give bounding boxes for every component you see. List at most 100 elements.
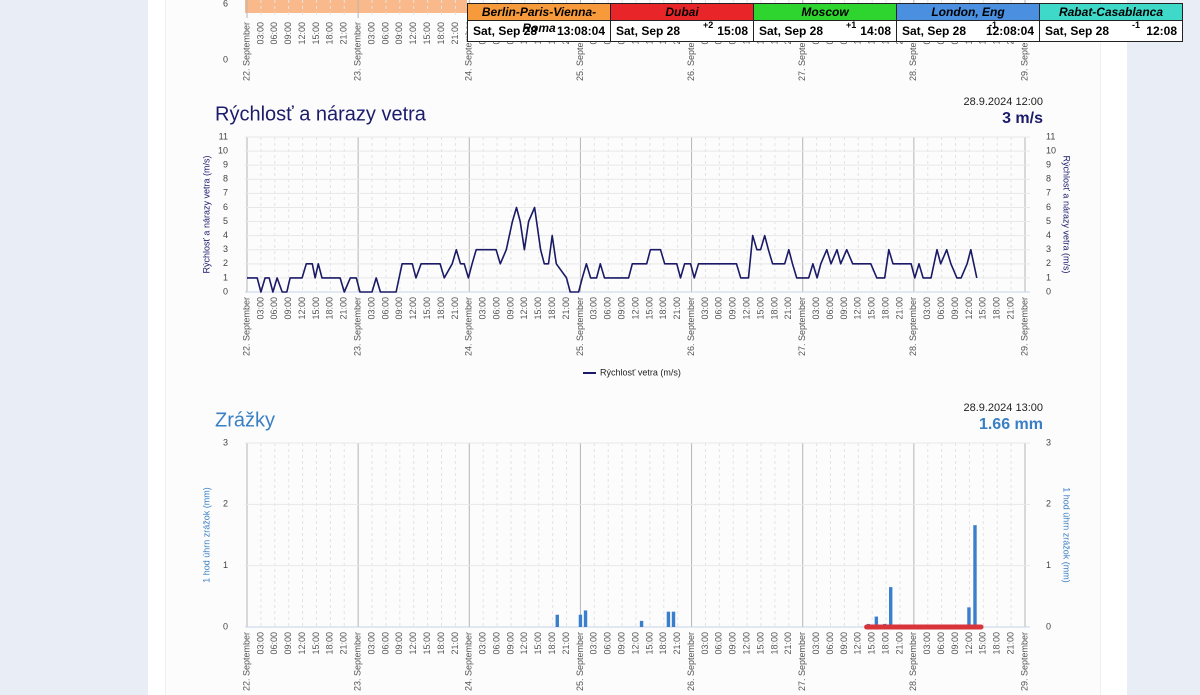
- clock-box: Berlin-Paris-Vienna-Roma Sat, Sep 28 13:08…: [467, 3, 611, 42]
- x-tick-label: 15:00: [533, 297, 543, 320]
- x-tick-label: 21:00: [1005, 632, 1015, 655]
- x-tick-label: 18:00: [880, 297, 890, 320]
- clock-day: Sat, Sep 28: [1045, 24, 1110, 38]
- y2-tick-label: 10: [1046, 145, 1056, 155]
- rain-bar: [555, 614, 559, 627]
- x-tick-label: 24. September: [464, 632, 474, 691]
- clock-box: Dubai Sat, Sep 28 +2 15:08: [610, 3, 754, 42]
- y-tick-label: 2: [223, 499, 228, 509]
- y-axis-label: 1 hod úhrn zrážok (mm): [201, 487, 211, 583]
- x-tick-label: 06:00: [603, 297, 613, 320]
- top-band: [245, 0, 467, 13]
- y2-axis-label: Rýchlosť a nárazy vetra (m/s): [1062, 156, 1072, 274]
- x-tick-label: 12:00: [297, 22, 307, 45]
- x-tick-label: 15:00: [311, 297, 321, 320]
- x-tick-label: 22. September: [241, 297, 251, 356]
- clock-row: Sat, Sep 28 13:08:04: [468, 21, 610, 41]
- rain-bar: [666, 611, 671, 627]
- x-tick-label: 18:00: [436, 22, 446, 45]
- x-tick-label: 28. September: [908, 297, 918, 356]
- x-tick-label: 18:00: [658, 297, 668, 320]
- clock-name: Rabat-Casablanca: [1040, 4, 1182, 21]
- x-tick-label: 06:00: [380, 297, 390, 320]
- x-tick-label: 06:00: [269, 297, 279, 320]
- x-tick-label: 21:00: [672, 297, 682, 320]
- x-tick-label: 24. September: [464, 297, 474, 356]
- x-tick-label: 21:00: [783, 297, 793, 320]
- x-tick-label: 21:00: [672, 632, 682, 655]
- y-axis-label: Rýchlosť a nárazy vetra (m/s): [201, 156, 211, 274]
- clock-day: Sat, Sep 28: [616, 24, 681, 38]
- x-tick-label: 09:00: [728, 632, 738, 655]
- x-tick-label: 12:00: [519, 632, 529, 655]
- clock-row: Sat, Sep 28 -1 12:08:04: [897, 20, 1039, 41]
- x-tick-label: 22. September: [241, 632, 251, 691]
- y-tick-label: 9: [223, 160, 228, 170]
- x-tick-label: 12:00: [964, 632, 974, 655]
- x-tick-label: 22. September: [241, 22, 251, 81]
- clock-time: 12:08:04: [985, 24, 1034, 38]
- x-tick-label: 09:00: [505, 297, 515, 320]
- y2-tick-label: 0: [1046, 286, 1051, 296]
- clock-time: 15:08: [717, 24, 748, 38]
- x-tick-label: 03:00: [255, 22, 265, 45]
- clock-offset: -1: [989, 20, 998, 30]
- clock-name: Moscow: [754, 4, 896, 21]
- x-tick-label: 12:00: [964, 297, 974, 320]
- x-tick-label: 21:00: [450, 632, 460, 655]
- y-tick-label: 3: [223, 437, 228, 447]
- x-tick-label: 12:00: [408, 297, 418, 320]
- y2-tick-label: 7: [1046, 188, 1051, 198]
- x-tick-label: 06:00: [714, 297, 724, 320]
- x-tick-label: 03:00: [922, 297, 932, 320]
- x-tick-label: 18:00: [880, 632, 890, 655]
- x-tick-label: 21:00: [561, 632, 571, 655]
- x-tick-label: 25. September: [575, 22, 585, 81]
- y-tick-label: 6: [223, 202, 228, 212]
- x-tick-label: 06:00: [269, 632, 279, 655]
- x-tick-label: 06:00: [380, 22, 390, 45]
- x-tick-label: 03:00: [811, 297, 821, 320]
- x-tick-label: 09:00: [394, 632, 404, 655]
- x-tick-label: 23. September: [353, 22, 363, 81]
- x-tick-label: 23. September: [353, 632, 363, 691]
- clock-time: 14:08: [860, 24, 891, 38]
- x-tick-label: 28. September: [908, 632, 918, 691]
- x-tick-label: 29. September: [1019, 297, 1029, 356]
- x-tick-label: 03:00: [478, 297, 488, 320]
- x-tick-label: 18:00: [992, 297, 1002, 320]
- x-tick-label: 21:00: [894, 632, 904, 655]
- x-tick-label: 09:00: [839, 632, 849, 655]
- rain-bar: [578, 614, 583, 627]
- clock-box: Moscow Sat, Sep 28 +1 14:08: [753, 3, 897, 42]
- y-tick-label: 2: [223, 258, 228, 268]
- x-tick-label: 03:00: [700, 632, 710, 655]
- rain-bar: [973, 525, 977, 627]
- clock-offset: -1: [1132, 20, 1141, 30]
- x-tick-label: 26. September: [686, 632, 696, 691]
- x-tick-label: 06:00: [491, 297, 501, 320]
- rain-bar: [874, 616, 879, 627]
- y-tick-label: 7: [223, 188, 228, 198]
- y2-tick-label: 1: [1046, 560, 1051, 570]
- x-tick-label: 09:00: [728, 297, 738, 320]
- annotation-value: 3 m/s: [1002, 110, 1043, 127]
- x-tick-label: 09:00: [839, 297, 849, 320]
- clock-name: Berlin-Paris-Vienna-Roma: [468, 4, 610, 35]
- x-tick-label: 21:00: [339, 22, 349, 45]
- x-tick-label: 12:00: [630, 632, 640, 655]
- x-tick-label: 09:00: [394, 297, 404, 320]
- clock-row: Sat, Sep 28 -1 12:08: [1040, 20, 1182, 41]
- x-tick-label: 18:00: [436, 297, 446, 320]
- x-tick-label: 18:00: [325, 22, 335, 45]
- clock-day: Sat, Sep 28: [759, 24, 824, 38]
- annotation-time: 28.9.2024 13:00: [963, 402, 1043, 414]
- x-tick-label: 21:00: [450, 22, 460, 45]
- x-tick-label: 03:00: [922, 632, 932, 655]
- x-tick-label: 21:00: [339, 297, 349, 320]
- x-tick-label: 09:00: [616, 297, 626, 320]
- y-tick-label: 0: [223, 621, 228, 631]
- x-tick-label: 25. September: [575, 297, 585, 356]
